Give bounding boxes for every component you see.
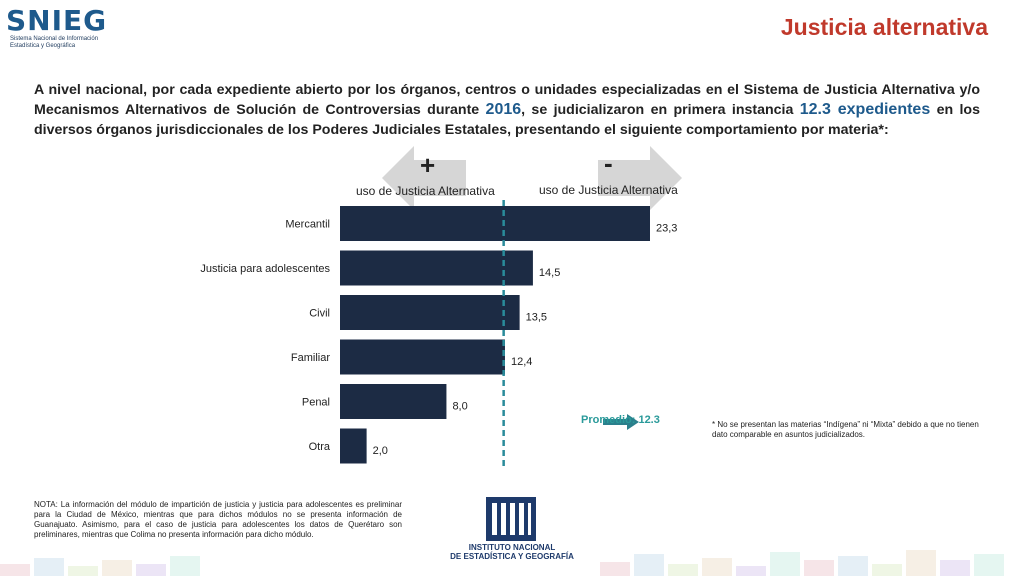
intro-part1: A nivel nacional, por cada expediente ab… [34, 82, 980, 118]
plus-sign: + [420, 150, 436, 180]
intro-part3: en los diversos órganos jurisdiccionales… [34, 102, 980, 138]
value-label-3: 12,4 [511, 356, 532, 368]
bar-4 [340, 384, 447, 419]
bar-2 [340, 295, 520, 330]
inegi-mark-icon [486, 497, 536, 541]
category-label-0: Mercantil [285, 219, 330, 231]
bar-1 [340, 250, 533, 286]
bar-0 [340, 206, 650, 241]
category-label-5: Otra [309, 441, 331, 453]
category-label-4: Penal [302, 397, 330, 409]
category-label-2: Civil [309, 308, 330, 320]
footnote: * No se presentan las materias “Indígena… [712, 420, 979, 439]
snieg-logo: SNIEG Sistema Nacional de Información Es… [6, 6, 116, 54]
nota-text: NOTA: La información del módulo de impar… [34, 500, 402, 539]
value-label-4: 8,0 [452, 401, 467, 413]
intro-part2: , se judicializaron en primera instancia [521, 102, 800, 118]
category-label-1: Justicia para adolescentes [200, 263, 330, 275]
minus-sign: - [604, 148, 613, 178]
value-label-2: 13,5 [526, 312, 547, 324]
value-label-5: 2,0 [373, 445, 388, 457]
average-arrow-icon [603, 414, 639, 430]
inegi-name-1: INSTITUTO NACIONAL [468, 543, 556, 552]
right-arrow-icon [598, 146, 682, 210]
more-usage-caption: uso de Justicia Alternativa [356, 184, 495, 198]
intro-value: 12.3 expedientes [799, 101, 931, 118]
snieg-logo-mark: SNIEG [6, 4, 108, 37]
inegi-logo: INSTITUTO NACIONAL DE ESTADÍSTICA Y GEOGR… [443, 497, 581, 563]
page-title: Justicia alternativa [780, 14, 988, 40]
intro-paragraph: A nivel nacional, por cada expediente ab… [34, 80, 980, 140]
category-label-3: Familiar [291, 352, 330, 364]
intro-year: 2016 [485, 101, 522, 118]
less-usage-caption: uso de Justicia Alternativa [539, 183, 678, 197]
bar-3 [340, 339, 505, 375]
snieg-logo-subtitle-2: Estadística y Geográfica [10, 43, 76, 49]
value-label-1: 14,5 [539, 267, 560, 279]
bar-5 [340, 428, 367, 464]
snieg-logo-subtitle-1: Sistema Nacional de Información [10, 36, 99, 42]
value-label-0: 23,3 [656, 223, 677, 235]
average-label: Promedio: 12.3 [581, 414, 660, 426]
inegi-name: INSTITUTO NACIONAL DE ESTADÍSTICA Y GEOGR… [443, 543, 581, 561]
left-arrow-icon [382, 146, 466, 210]
decorative-bottom-band [0, 550, 1004, 576]
inegi-name-2: DE ESTADÍSTICA Y GEOGRAFÍA [450, 552, 574, 561]
